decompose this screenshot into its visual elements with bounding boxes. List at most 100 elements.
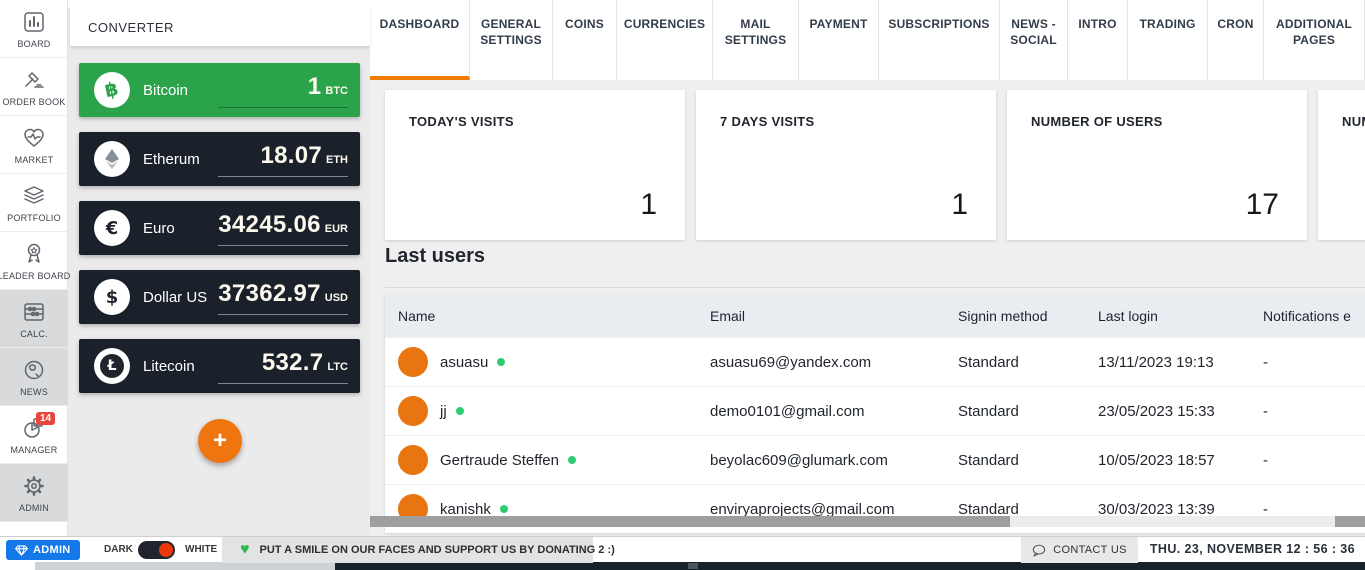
admin-tabs: DASHBOARD GENERAL SETTINGS COINS CURRENC… xyxy=(370,0,1365,80)
last-users-table: Name Email Signin method Last login Noti… xyxy=(385,295,1365,533)
heart-pulse-icon xyxy=(24,128,44,147)
scrollbar-thumb[interactable] xyxy=(35,562,335,570)
user-notifications: - xyxy=(1263,402,1268,420)
stat-card-todays-visits: TODAY'S VISITS 1 xyxy=(385,90,685,240)
coin-unit: BTC xyxy=(325,85,348,97)
coin-unit: ETH xyxy=(326,154,348,166)
user-notifications: - xyxy=(1263,451,1268,469)
add-currency-button[interactable]: + xyxy=(198,419,242,463)
theme-toggle[interactable] xyxy=(138,541,175,559)
avatar xyxy=(398,445,428,475)
col-header-email: Email xyxy=(710,308,746,324)
coin-value[interactable]: 34245.06 EUR xyxy=(218,211,348,239)
tab-dashboard[interactable]: DASHBOARD xyxy=(370,0,470,80)
title-divider xyxy=(385,287,1365,288)
app-sidebar: BOARD ORDER BOOK MARKET PORTFOLIO LEADER… xyxy=(0,0,70,536)
contact-us-button[interactable]: CONTACT US xyxy=(1021,537,1138,563)
coin-value[interactable]: 37362.97 USD xyxy=(218,280,348,308)
tab-currencies[interactable]: CURRENCIES xyxy=(617,0,713,80)
dollar-icon: $ xyxy=(94,279,130,315)
scrollbar-notch xyxy=(688,563,698,569)
user-signin-method: Standard xyxy=(958,353,1019,371)
sidebar-item-calc[interactable]: CALC. xyxy=(0,290,68,348)
coin-amount: 34245.06 xyxy=(218,211,321,238)
toggle-knob xyxy=(159,543,173,557)
sidebar-item-order-book[interactable]: ORDER BOOK xyxy=(0,58,68,116)
sidebar-item-board[interactable]: BOARD xyxy=(0,0,68,58)
gear-icon xyxy=(24,475,44,496)
sidebar-item-label: MANAGER xyxy=(10,444,58,455)
sidebar-item-leader-board[interactable]: LEADER BOARD xyxy=(0,232,70,290)
donate-banner[interactable]: ♥ PUT A SMILE ON OUR FACES AND SUPPORT U… xyxy=(222,537,615,563)
sidebar-item-manager[interactable]: 14 MANAGER xyxy=(0,406,68,464)
coin-unit: USD xyxy=(324,292,348,304)
user-email: enviryaprojects@gmail.com xyxy=(710,500,895,518)
sidebar-item-label: PORTFOLIO xyxy=(7,212,61,223)
coin-amount: 37362.97 xyxy=(218,280,321,307)
coin-value[interactable]: 1 BTC xyxy=(308,73,348,101)
tab-intro[interactable]: INTRO xyxy=(1068,0,1128,80)
converter-card-euro[interactable]: € Euro 34245.06 EUR xyxy=(79,201,360,255)
euro-icon: € xyxy=(94,210,130,246)
table-row[interactable]: Gertraude Steffen beyolac609@glumark.com… xyxy=(385,435,1365,484)
sidebar-item-admin[interactable]: ADMIN xyxy=(0,464,68,522)
table-row[interactable]: asuasu asuasu69@yandex.com Standard 13/1… xyxy=(385,337,1365,386)
bitcoin-icon: ฿ xyxy=(94,72,130,108)
coin-value[interactable]: 532.7 LTC xyxy=(262,349,348,377)
scrollbar-thumb[interactable] xyxy=(370,516,1010,527)
page-horizontal-scrollbar[interactable] xyxy=(0,562,1365,570)
converter-card-litecoin[interactable]: Ł Litecoin 532.7 LTC xyxy=(79,339,360,393)
user-name: jj xyxy=(440,402,447,420)
user-email: beyolac609@glumark.com xyxy=(710,451,888,469)
value-underline xyxy=(218,107,348,108)
table-horizontal-scrollbar[interactable] xyxy=(370,516,1365,527)
tab-subscriptions[interactable]: SUBSCRIPTIONS xyxy=(879,0,1000,80)
table-row[interactable]: jj demo0101@gmail.com Standard 23/05/202… xyxy=(385,386,1365,435)
value-underline xyxy=(218,314,348,315)
user-last-login: 13/11/2023 19:13 xyxy=(1098,353,1214,371)
user-notifications: - xyxy=(1263,500,1268,518)
col-header-name: Name xyxy=(398,308,436,324)
heart-icon: ♥ xyxy=(240,541,250,558)
ethereum-icon xyxy=(94,141,130,177)
converter-card-etherum[interactable]: Etherum 18.07 ETH xyxy=(79,132,360,186)
tab-payment[interactable]: PAYMENT xyxy=(799,0,879,80)
stat-card-clipped: NUM xyxy=(1318,90,1365,240)
table-header-row: Name Email Signin method Last login Noti… xyxy=(385,295,1365,337)
sidebar-item-market[interactable]: MARKET xyxy=(0,116,68,174)
last-users-title: Last users xyxy=(385,245,486,267)
coin-name: Bitcoin xyxy=(143,81,189,99)
user-email: demo0101@gmail.com xyxy=(710,402,865,420)
avatar xyxy=(398,347,428,377)
datetime-display: THU. 23, NOVEMBER 12 : 56 : 36 xyxy=(1149,542,1355,556)
converter-card-dollar-us[interactable]: $ Dollar US 37362.97 USD xyxy=(79,270,360,324)
tab-general-settings[interactable]: GENERAL SETTINGS xyxy=(470,0,553,80)
sidebar-item-label: BOARD xyxy=(17,38,51,49)
tab-coins[interactable]: COINS xyxy=(553,0,617,80)
col-header-last-login: Last login xyxy=(1098,308,1158,324)
coin-name: Dollar US xyxy=(143,288,208,306)
layers-icon xyxy=(24,185,44,204)
sidebar-item-news[interactable]: NEWS xyxy=(0,348,68,406)
coin-value[interactable]: 18.07 ETH xyxy=(260,142,348,170)
avatar xyxy=(398,396,428,426)
coin-name: Euro xyxy=(143,219,175,237)
tab-mail-settings[interactable]: MAIL SETTINGS xyxy=(713,0,799,80)
coin-amount: 18.07 xyxy=(260,142,322,169)
admin-button-label: ADMIN xyxy=(33,544,71,556)
tab-trading[interactable]: TRADING xyxy=(1128,0,1208,80)
sidebar-item-portfolio[interactable]: PORTFOLIO xyxy=(0,174,68,232)
litecoin-icon: Ł xyxy=(94,348,130,384)
coin-unit: EUR xyxy=(324,223,348,235)
tab-additional-pages[interactable]: ADDITIONAL PAGES xyxy=(1264,0,1365,80)
admin-button[interactable]: ADMIN xyxy=(6,540,80,560)
coin-amount: 532.7 xyxy=(261,349,324,376)
user-notifications: - xyxy=(1263,353,1268,371)
tab-news-social[interactable]: NEWS - SOCIAL xyxy=(1000,0,1068,80)
tab-cron[interactable]: CRON xyxy=(1208,0,1264,80)
sidebar-item-label: MARKET xyxy=(14,154,54,165)
user-last-login: 23/05/2023 15:33 xyxy=(1098,402,1215,420)
converter-card-bitcoin[interactable]: ฿ Bitcoin 1 BTC xyxy=(79,63,360,117)
user-signin-method: Standard xyxy=(958,451,1019,469)
gem-icon xyxy=(15,544,28,556)
